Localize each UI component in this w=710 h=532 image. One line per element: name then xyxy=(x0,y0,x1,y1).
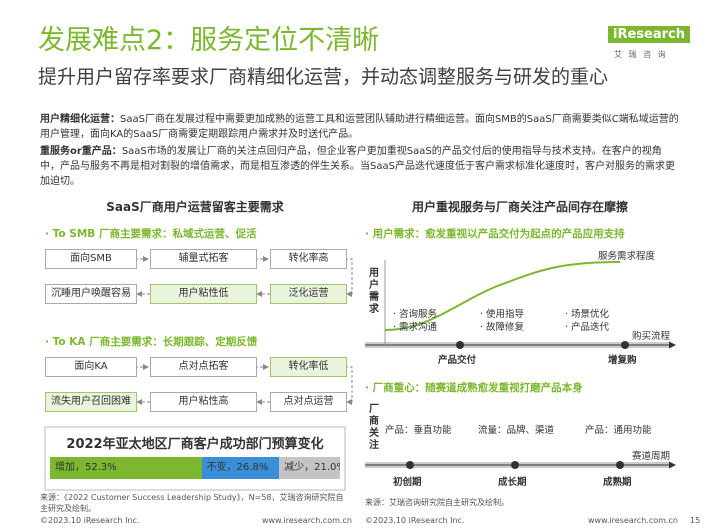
flow-box: 点对点拓客 xyxy=(150,357,257,377)
item: · 产品迭代 xyxy=(565,322,610,333)
flow-box: 点对点运营 xyxy=(270,392,347,412)
footer-copyright: ©2023.10 iResearch Inc. xyxy=(40,516,140,525)
curve-label: 服务需求程度 xyxy=(598,251,656,262)
item: 产品：通用功能 xyxy=(585,425,652,436)
budget-segment: 减少，21.0% xyxy=(279,457,340,479)
segment-value: 21.0% xyxy=(314,462,340,473)
segment-name: 增加， xyxy=(55,462,85,473)
item: · 场景优化 xyxy=(565,309,610,320)
source: 来源：艾瑞咨询研究院自主研究及绘制。 xyxy=(365,498,509,507)
x-label: 赛道周期 xyxy=(632,451,671,462)
axis-label: 厂商关注 xyxy=(369,404,379,451)
flow-box: 辅量式拓客 xyxy=(150,249,257,269)
item: 产品：垂直功能 xyxy=(385,425,452,436)
footer-copyright: ©2023.10 iResearch Inc. xyxy=(365,516,465,525)
para-text: SaaS市场的发展让厂商的关注点回归产品，但企业客户更加重视SaaS的产品交付后… xyxy=(40,146,675,187)
title: 发展难点2：服务定位不清晰 xyxy=(38,25,380,56)
item: · 故障修复 xyxy=(480,322,525,333)
logo-sub: 艾 瑞 咨 询 xyxy=(614,50,668,59)
budget-segment: 增加，52.3% xyxy=(50,457,202,479)
flow-box: 用户粘性低 xyxy=(150,284,257,304)
item: 流量：品牌、渠道 xyxy=(478,425,555,436)
paragraph: 用户精细化运营：SaaS厂商在发展过程中需要更加成熟的运营工具和运营团队辅助进行… xyxy=(40,112,680,142)
flow-box: 流失用户召回困难 xyxy=(45,392,137,412)
item: · 使用指导 xyxy=(480,309,525,320)
section-heading: · To SMB 厂商主要需求：私域式运营、促活 xyxy=(45,228,257,240)
source: 来源：《2022 Customer Success Leadership Stu… xyxy=(40,493,344,513)
segment-name: 减少， xyxy=(284,462,315,473)
para-label: 重服务or重产品： xyxy=(40,146,122,157)
segment-value: 26.8% xyxy=(236,462,269,473)
footer-url: www.iresearch.com.cn xyxy=(262,516,352,525)
point-label: 初创期 xyxy=(393,477,422,488)
para-label: 用户精细化运营： xyxy=(40,114,120,125)
point-label: 增复购 xyxy=(608,355,637,366)
panel-title: 用户重视服务与厂商关注产品间存在摩擦 xyxy=(411,200,628,214)
budget-title: 2022年亚太地区厂商客户成功部门预算变化 xyxy=(66,437,324,452)
subtitle: 提升用户留存率要求厂商精细化运营，并动态调整服务与研发的重心 xyxy=(38,66,609,88)
point-label: 成长期 xyxy=(498,477,527,488)
flow-box: 面向SMB xyxy=(45,249,137,269)
flow-box: 泛化运营 xyxy=(270,284,347,304)
axis-label: 用户需求 xyxy=(369,268,379,315)
section-heading: · 用户需求：愈发重视以产品交付为起点的产品应用支持 xyxy=(365,228,625,240)
item: · 需求沟通 xyxy=(393,322,438,333)
logo: iResearch xyxy=(608,26,690,43)
flow-box: 沉睡用户唤醒容易 xyxy=(45,284,137,304)
page-number: 15 xyxy=(690,516,701,525)
para-text: SaaS厂商在发展过程中需要更加成熟的运营工具和运营团队辅助进行精细运营。面向S… xyxy=(40,114,679,140)
flow-box: 转化率高 xyxy=(270,249,347,269)
budget-segment: 不变，26.8% xyxy=(201,457,280,479)
point-label: 产品交付 xyxy=(438,355,477,366)
x-label: 购买流程 xyxy=(632,331,671,342)
section-heading: · To KA 厂商主要需求：长期跟踪、定期反馈 xyxy=(45,336,258,348)
section-heading: · 厂商重心：随赛道成熟愈发重视打磨产品本身 xyxy=(365,382,583,394)
panel-title: SaaS厂商用户运营留客主要需求 xyxy=(106,200,284,214)
segment-value: 52.3% xyxy=(85,462,117,473)
point-label: 成熟期 xyxy=(603,477,632,488)
footer-url: www.iresearch.com.cn xyxy=(588,516,678,525)
flow-box: 转化率低 xyxy=(270,357,347,377)
flow-box: 用户粘性高 xyxy=(150,392,257,412)
item: · 咨询服务 xyxy=(393,309,438,320)
segment-name: 不变， xyxy=(206,462,237,473)
flow-box: 面向KA xyxy=(45,357,137,377)
paragraph: 重服务or重产品：SaaS市场的发展让厂商的关注点回归产品，但企业客户更加重视S… xyxy=(40,144,680,189)
